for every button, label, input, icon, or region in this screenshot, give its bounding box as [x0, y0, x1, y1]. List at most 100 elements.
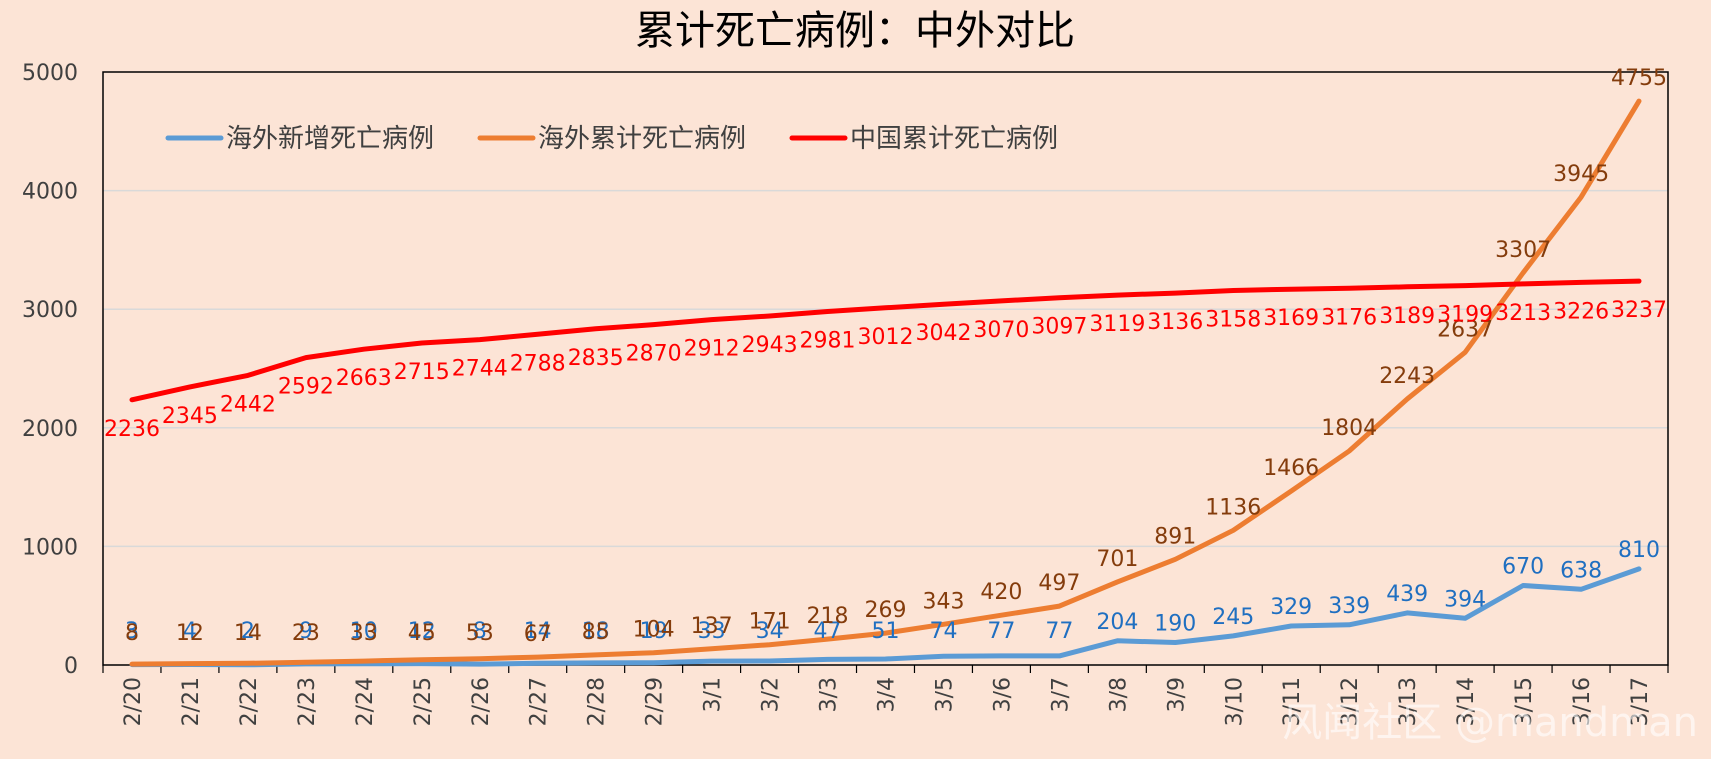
new-deaths-data-label: 190	[1154, 612, 1196, 637]
new-deaths-data-label: 394	[1444, 587, 1486, 612]
china-cumulative-data-label: 3158	[1205, 308, 1261, 333]
overseas-cumulative-data-label: 891	[1154, 524, 1196, 549]
overseas-cumulative-data-label: 2243	[1379, 364, 1435, 389]
x-tick-label: 3/8	[1106, 677, 1131, 712]
china-cumulative-data-label: 3119	[1089, 312, 1145, 337]
china-cumulative-data-label: 2912	[684, 337, 740, 362]
china-cumulative-data-label: 3189	[1379, 304, 1435, 329]
overseas-cumulative-data-label: 1804	[1321, 416, 1377, 441]
x-tick-label: 3/11	[1280, 677, 1305, 726]
china-cumulative-deaths-line	[129, 278, 1642, 403]
overseas-cumulative-data-label: 53	[466, 621, 494, 646]
new-deaths-data-label: 77	[1045, 619, 1073, 644]
x-tick-label: 3/9	[1164, 677, 1189, 712]
overseas-cumulative-data-label: 104	[633, 618, 675, 643]
new-deaths-data-label: 810	[1618, 538, 1660, 563]
china-cumulative-data-label: 2943	[742, 333, 798, 358]
x-tick-label: 2/20	[121, 677, 146, 726]
new-deaths-data-label: 4	[183, 619, 197, 644]
china-cumulative-data-label: 2345	[162, 404, 218, 429]
overseas-new-deaths-line	[129, 566, 1642, 668]
overseas-cumulative-data-label: 1466	[1263, 456, 1319, 481]
x-tick-label: 2/23	[295, 677, 320, 726]
new-deaths-data-label: 670	[1502, 555, 1544, 580]
china-cumulative-data-label: 2663	[336, 366, 392, 391]
new-deaths-data-label: 638	[1560, 558, 1602, 583]
legend-label: 海外新增死亡病例	[226, 124, 434, 154]
x-tick-label: 3/13	[1396, 677, 1421, 726]
china-cumulative-data-label: 2236	[104, 417, 160, 442]
x-tick-label: 3/12	[1338, 677, 1363, 726]
overseas-cumulative-data-label: 269	[865, 598, 907, 623]
china-cumulative-data-label: 3070	[973, 318, 1029, 343]
new-deaths-data-label: 10	[350, 619, 378, 644]
x-tick-label: 3/10	[1222, 677, 1247, 726]
x-tick-label: 3/14	[1454, 677, 1479, 726]
new-deaths-data-label: 204	[1096, 610, 1138, 635]
china-cumulative-data-label: 3226	[1553, 299, 1609, 324]
watermark: 风闻社区 @mandman	[1282, 700, 1698, 746]
china-cumulative-data-label: 2981	[800, 329, 856, 354]
overseas-cumulative-data-label: 701	[1096, 547, 1138, 572]
overseas-cumulative-data-label: 2637	[1437, 317, 1493, 342]
y-tick-label: 3000	[22, 298, 78, 323]
china-cumulative-data-label: 3237	[1611, 298, 1667, 323]
china-cumulative-data-label: 3176	[1321, 305, 1377, 330]
legend: 海外新增死亡病例 海外累计死亡病例 中国累计死亡病例	[165, 124, 1058, 154]
y-tick-label: 2000	[22, 417, 78, 442]
new-deaths-data-label: 19	[640, 619, 668, 644]
x-tick-label: 2/25	[411, 677, 436, 726]
legend-label: 海外累计死亡病例	[538, 124, 746, 154]
china-cumulative-data-label: 2788	[510, 351, 566, 376]
overseas-cumulative-data-label: 420	[980, 580, 1022, 605]
x-tick-label: 2/27	[527, 677, 552, 726]
x-tick-label: 2/29	[643, 677, 668, 726]
overseas-cumulative-data-label: 218	[807, 604, 849, 629]
overseas-cumulative-data-label: 3945	[1553, 162, 1609, 187]
china-cumulative-data-label: 3213	[1495, 301, 1551, 326]
new-deaths-data-label: 329	[1270, 595, 1312, 620]
new-deaths-data-label: 245	[1212, 605, 1254, 630]
new-deaths-data-label: 8	[473, 619, 487, 644]
china-cumulative-data-label: 3012	[858, 325, 914, 350]
x-axis: 2/20 2/21 2/22 2/23 2/24 2/25 2/26 2/27 2/28 2/29…	[102, 665, 1669, 726]
china-cumulative-data-label: 3042	[916, 321, 972, 346]
overseas-cumulative-data-label: 3307	[1495, 238, 1551, 263]
china-cumulative-data-label: 2744	[452, 357, 508, 382]
china-cumulative-data-label: 2835	[568, 346, 624, 371]
x-tick-label: 3/4	[875, 677, 900, 712]
china-cumulative-data-label: 3136	[1147, 310, 1203, 335]
x-tick-label: 2/26	[469, 677, 494, 726]
x-tick-label: 3/7	[1048, 677, 1073, 712]
china-cumulative-data-label: 3169	[1263, 306, 1319, 331]
overseas-cumulative-data-label: 1136	[1205, 495, 1261, 520]
x-tick-label: 2/22	[237, 677, 262, 726]
overseas-cumulative-data-label: 8	[125, 621, 139, 646]
y-axis: 0 1000 2000 3000 4000 5000	[22, 61, 78, 679]
overseas-cumulative-data-label: 137	[691, 614, 733, 639]
x-tick-label: 2/21	[179, 677, 204, 726]
new-deaths-data-label: 339	[1328, 594, 1370, 619]
x-tick-label: 3/1	[701, 677, 726, 712]
new-deaths-data-label: 14	[524, 619, 552, 644]
china-cumulative-data-label: 3199	[1437, 303, 1493, 328]
x-tick-label: 3/16	[1570, 677, 1595, 726]
china-cumulative-data-label: 2442	[220, 392, 276, 417]
new-deaths-data-label: 2	[241, 619, 255, 644]
y-tick-label: 4000	[22, 180, 78, 205]
new-deaths-data-label: 18	[582, 619, 610, 644]
new-deaths-data-label: 9	[299, 619, 313, 644]
x-tick-label: 2/28	[585, 677, 610, 726]
new-deaths-data-label: 34	[756, 619, 784, 644]
overseas-cumulative-data-label: 171	[749, 610, 791, 635]
new-deaths-data-label: 3	[125, 619, 139, 644]
x-tick-label: 3/6	[990, 677, 1015, 712]
overseas-cumulative-data-label: 4755	[1611, 66, 1667, 91]
new-deaths-data-label: 74	[930, 619, 958, 644]
overseas-cumulative-data-label: 67	[524, 622, 552, 647]
overseas-cumulative-data-label: 12	[176, 621, 204, 646]
new-deaths-data-label: 33	[698, 619, 726, 644]
x-tick-label: 3/5	[932, 677, 957, 712]
y-tick-label: 5000	[22, 61, 78, 86]
